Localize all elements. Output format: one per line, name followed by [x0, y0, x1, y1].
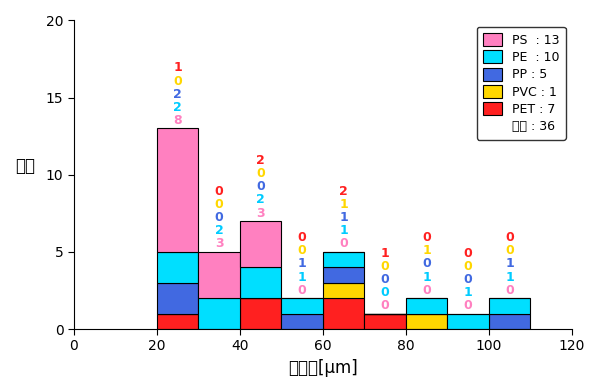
Bar: [240, 298, 281, 329]
Y-axis label: 個数: 個数: [15, 157, 35, 175]
Bar: [199, 298, 240, 329]
Text: 2: 2: [173, 101, 182, 114]
Bar: [323, 283, 364, 298]
Bar: [323, 267, 364, 283]
Text: 0: 0: [215, 211, 223, 224]
Text: 0: 0: [215, 185, 223, 198]
Text: 1: 1: [298, 270, 307, 283]
Bar: [489, 298, 530, 314]
Text: 0: 0: [298, 231, 307, 244]
Text: 1: 1: [505, 258, 514, 270]
X-axis label: サイズ[μm]: サイズ[μm]: [288, 359, 358, 377]
Text: 1: 1: [339, 198, 348, 211]
Text: 1: 1: [422, 244, 431, 257]
Text: 0: 0: [298, 284, 307, 297]
Text: 0: 0: [505, 244, 514, 257]
Text: 0: 0: [422, 258, 431, 270]
Bar: [323, 252, 364, 267]
Bar: [157, 283, 199, 314]
Text: 0: 0: [505, 284, 514, 297]
Text: 1: 1: [505, 270, 514, 283]
Text: 2: 2: [256, 154, 265, 167]
Bar: [281, 314, 323, 329]
Text: 0: 0: [381, 286, 389, 299]
Text: 0: 0: [173, 74, 182, 87]
Text: 0: 0: [256, 180, 265, 193]
Text: 0: 0: [381, 260, 389, 273]
Text: 2: 2: [256, 193, 265, 206]
Text: 3: 3: [215, 237, 223, 250]
Text: 0: 0: [298, 244, 307, 257]
Text: 1: 1: [381, 247, 389, 260]
Text: 0: 0: [422, 284, 431, 297]
Text: 0: 0: [505, 231, 514, 244]
Bar: [364, 314, 406, 329]
Text: 0: 0: [464, 299, 472, 312]
Bar: [323, 298, 364, 329]
Legend: PS  : 13, PE  : 10, PP : 5, PVC : 1, PET : 7, 合計 : 36: PS : 13, PE : 10, PP : 5, PVC : 1, PET :…: [477, 27, 566, 140]
Bar: [406, 314, 448, 329]
Text: 3: 3: [256, 207, 265, 220]
Bar: [240, 267, 281, 298]
Bar: [157, 314, 199, 329]
Text: 1: 1: [339, 224, 348, 237]
Text: 0: 0: [256, 167, 265, 180]
Bar: [157, 129, 199, 252]
Text: 0: 0: [422, 231, 431, 244]
Text: 0: 0: [464, 260, 472, 273]
Text: 1: 1: [173, 62, 182, 74]
Text: 0: 0: [381, 273, 389, 286]
Bar: [199, 252, 240, 298]
Bar: [157, 252, 199, 283]
Bar: [448, 314, 489, 329]
Text: 0: 0: [215, 198, 223, 211]
Text: 1: 1: [464, 286, 472, 299]
Text: 2: 2: [339, 185, 348, 198]
Text: 1: 1: [339, 211, 348, 224]
Text: 1: 1: [298, 258, 307, 270]
Bar: [240, 221, 281, 267]
Text: 2: 2: [215, 224, 223, 237]
Bar: [489, 314, 530, 329]
Text: 0: 0: [464, 273, 472, 286]
Text: 0: 0: [464, 247, 472, 260]
Bar: [281, 298, 323, 314]
Bar: [406, 298, 448, 314]
Text: 2: 2: [173, 88, 182, 101]
Text: 0: 0: [381, 299, 389, 312]
Text: 8: 8: [173, 114, 182, 127]
Text: 1: 1: [422, 270, 431, 283]
Text: 0: 0: [339, 237, 348, 250]
